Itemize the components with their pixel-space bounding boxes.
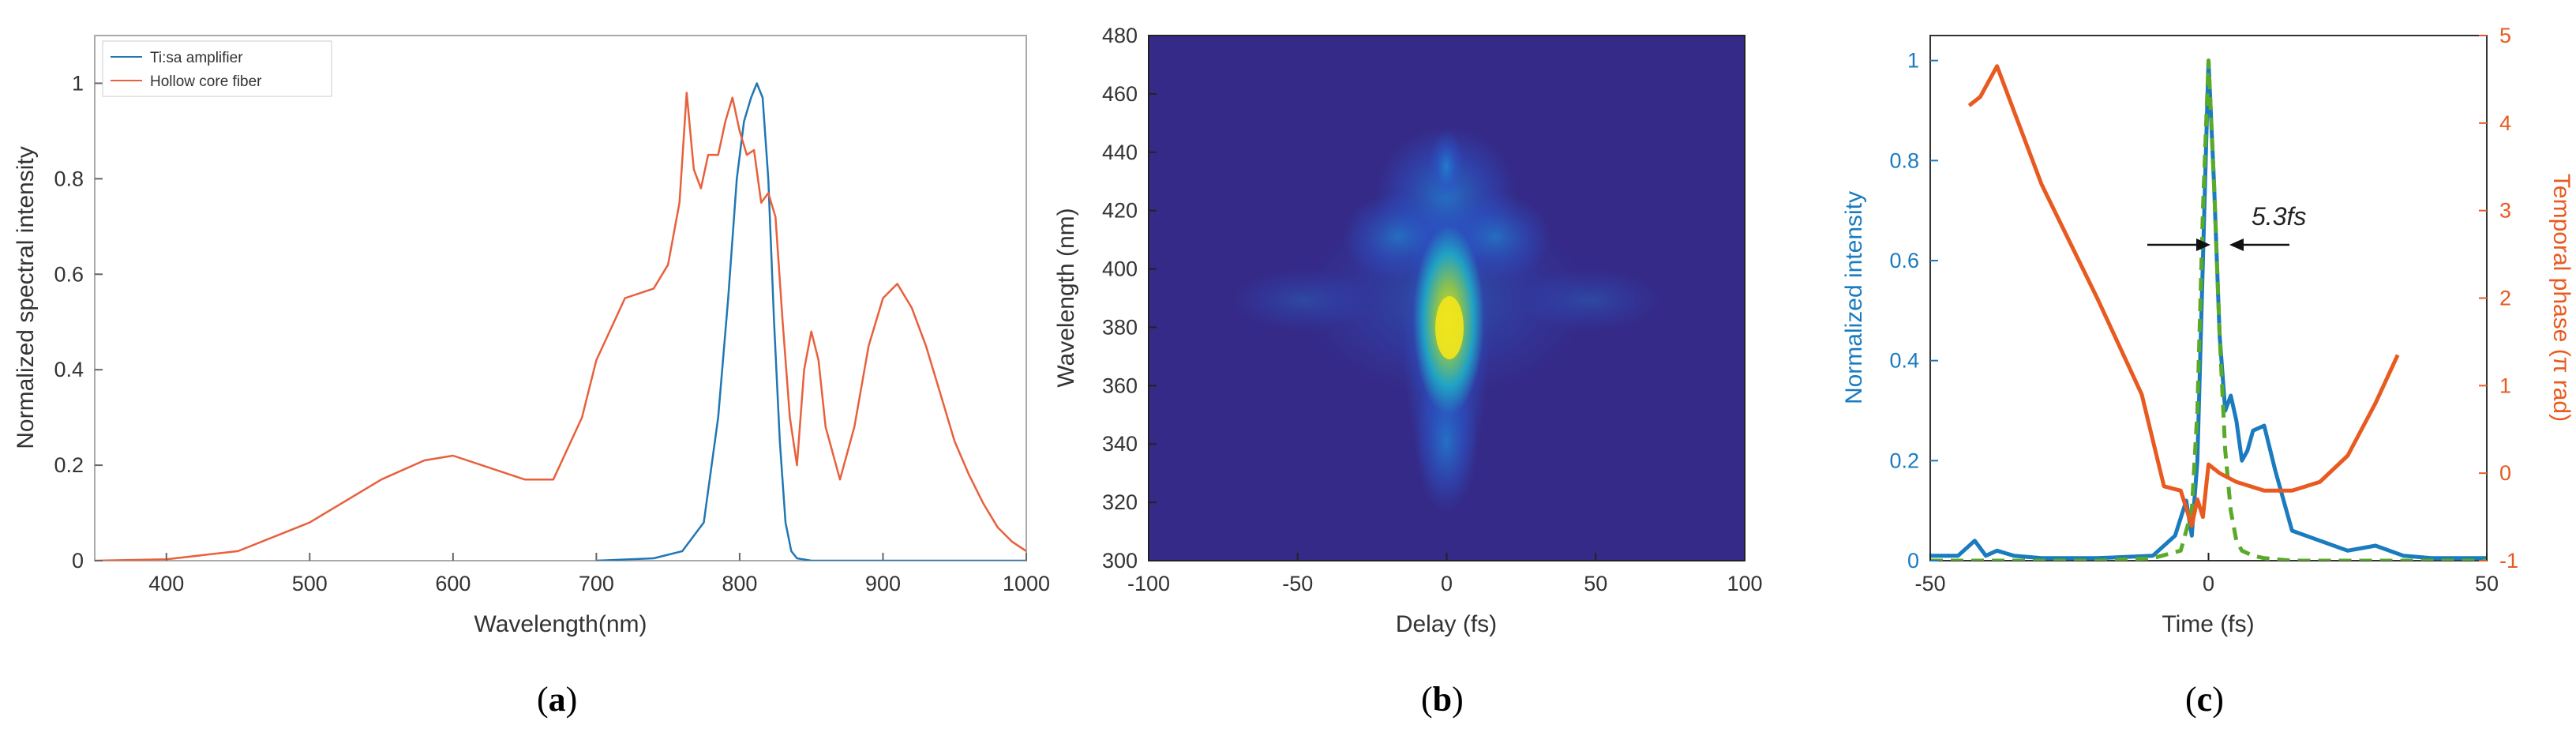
panel-c-ytick-right-label: 3	[2499, 199, 2511, 223]
panel-c-ytick-left-label: 0.4	[1889, 349, 1919, 373]
panel-a-series-1	[95, 92, 1026, 561]
panel-c-ytick-left-label: 0.2	[1889, 449, 1919, 472]
panel-b-xtick-label: -100	[1127, 572, 1170, 595]
panel-a-chart: 400 500 600 700 800 900 1000 0 0.2 0.4 0.6 0.8 1 Wav…	[13, 35, 1050, 637]
panel-c-ylabel-left: Normalized intensity	[1841, 191, 1867, 404]
caption-b: (b)	[1421, 680, 1464, 719]
panel-a-xtick-label: 900	[865, 572, 901, 595]
fwhm-label: 5.3fs	[2252, 202, 2306, 231]
panel-b-xlabel: Delay (fs)	[1396, 611, 1497, 637]
panel-a-xtick-label: 800	[722, 572, 757, 595]
panel-b-ytick-label: 320	[1102, 490, 1138, 514]
panel-c-ytick-right-label: 1	[2499, 374, 2511, 397]
panel-c-ytick-right-label: 2	[2499, 287, 2511, 310]
panel-c-xtick-label: 0	[2203, 572, 2214, 595]
legend-label-ti-sa: Ti:sa amplifier	[150, 50, 243, 66]
panel-a-ytick-label: 0.2	[54, 453, 84, 477]
panel-a-xtick-label: 400	[148, 572, 184, 595]
panel-b-xtick-label: 0	[1441, 572, 1453, 595]
panel-a-plot-area	[94, 35, 1027, 561]
caption-a: (a)	[537, 680, 578, 719]
panel-c-ytick-right-label: 0	[2499, 461, 2511, 485]
panel-c-series-phase	[1967, 64, 2400, 528]
panel-c-ytick-left-label: 0	[1907, 549, 1919, 573]
legend-label-hollow-core: Hollow core fiber	[150, 73, 262, 90]
panel-b-xtick-label: 100	[1727, 572, 1762, 595]
panel-a-ytick-label: 1	[72, 71, 84, 95]
panel-c-ytick-left-label: 1	[1907, 49, 1919, 73]
panel-c-xtick-label: 50	[2475, 572, 2499, 595]
caption-c: (c)	[2185, 680, 2224, 719]
panel-b-ytick-label: 400	[1102, 257, 1138, 281]
panel-b-chart: -100 -50 0 50 100 300 320 340 360 380 400 420 440 460…	[1053, 24, 1763, 637]
panel-b-ytick-label: 480	[1102, 24, 1138, 47]
panel-b-ytick-label: 340	[1102, 432, 1138, 456]
panel-b-ytick-label: 300	[1102, 549, 1138, 573]
panel-b-heatmap-field	[1232, 126, 1662, 513]
panel-a-ylabel: Normalized spectral intensity	[13, 146, 39, 449]
panel-c-xlabel: Time (fs)	[2162, 611, 2254, 637]
panel-c-ytick-right-label: 5	[2499, 24, 2511, 47]
panel-a-ytick-label: 0.8	[54, 167, 84, 190]
panel-a-series-0	[596, 82, 1026, 561]
panel-a-xtick-label: 500	[292, 572, 328, 595]
panel-c-ytick-left-label: 0.6	[1889, 249, 1919, 272]
panel-a-xtick-label: 1000	[1003, 572, 1050, 595]
panel-c-xtick-label: -50	[1914, 572, 1945, 595]
panel-b-ylabel: Wavelength (nm)	[1053, 208, 1079, 387]
panel-c-ytick-right-label: 4	[2499, 111, 2511, 135]
panel-a-xtick-label: 600	[435, 572, 471, 595]
panel-a-legend: Ti:sa amplifier Hollow core fiber	[102, 40, 332, 97]
panel-b-ytick-label: 440	[1102, 141, 1138, 164]
panel-c-series-intensity	[1930, 58, 2487, 561]
panel-a-ytick-label: 0	[72, 549, 84, 573]
panel-a-ytick-label: 0.6	[54, 262, 84, 286]
panel-c-ytick-left-label: 0.8	[1889, 148, 1919, 172]
panel-b-ytick-label: 360	[1102, 374, 1138, 397]
panel-b-ytick-label: 420	[1102, 199, 1138, 223]
panel-b-xtick-label: 50	[1584, 572, 1607, 595]
panel-c-series-fit	[1930, 58, 2487, 561]
panel-c-ytick-right-label: -1	[2499, 549, 2518, 573]
fwhm-annotation: 5.3fs	[2147, 202, 2306, 251]
panel-b-ytick-label: 460	[1102, 82, 1138, 106]
panel-a-xtick-label: 700	[579, 572, 614, 595]
panel-b-ytick-label: 380	[1102, 315, 1138, 339]
panel-c-ylabel-right: Temporal phase (π rad)	[2548, 174, 2574, 422]
panel-a-ytick-label: 0.4	[54, 358, 84, 381]
panel-b-xtick-label: -50	[1282, 572, 1313, 595]
panel-a-xlabel: Wavelength(nm)	[474, 611, 647, 637]
